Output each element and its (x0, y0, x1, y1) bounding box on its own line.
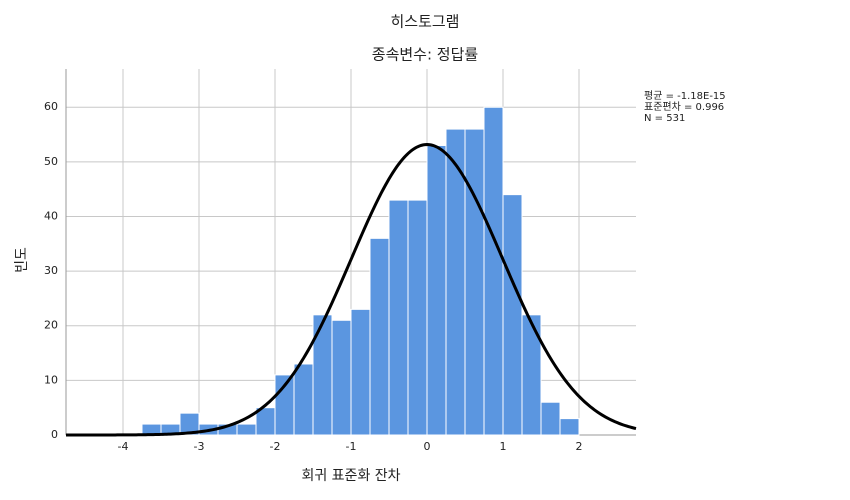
stat-label: N = 531 (644, 113, 685, 124)
y-tick-label: 60 (44, 100, 58, 113)
chart-subtitle: 종속변수: 정답률 (372, 46, 479, 64)
bar (426, 144, 447, 436)
x-tick-label: 1 (500, 440, 507, 453)
bar (540, 401, 561, 436)
bar (293, 363, 314, 436)
bar (350, 308, 371, 436)
bar (559, 418, 580, 436)
bar (312, 314, 333, 436)
bar (369, 237, 390, 436)
x-tick-label: -4 (118, 440, 129, 453)
bar (407, 199, 428, 436)
x-axis-title: 회귀 표준화 잔차 (301, 468, 400, 484)
y-tick-label: 40 (44, 209, 58, 222)
stat-label: 표준편차 = 0.996 (644, 101, 724, 113)
bar (331, 319, 352, 436)
y-tick-label: 0 (51, 428, 58, 441)
normal-curve (66, 143, 637, 437)
x-tick-label: -2 (270, 440, 281, 453)
y-tick-label: 30 (44, 264, 58, 277)
bar (483, 106, 504, 436)
bar (521, 314, 542, 436)
chart-title: 히스토그램 (390, 13, 459, 31)
y-tick-label: 50 (44, 155, 58, 168)
bar (388, 199, 409, 436)
bar (236, 423, 257, 436)
bar (464, 128, 485, 436)
x-tick-label: 0 (424, 440, 431, 453)
x-tick-label: 2 (576, 440, 583, 453)
y-axis-title: 빈도 (14, 247, 30, 273)
y-tick-label: 10 (44, 373, 58, 386)
x-tick-label: -1 (346, 440, 357, 453)
bar (502, 194, 523, 436)
y-tick-label: 20 (44, 319, 58, 332)
x-tick-label: -3 (194, 440, 205, 453)
stat-label: 평균 = -1.18E-15 (644, 90, 726, 102)
